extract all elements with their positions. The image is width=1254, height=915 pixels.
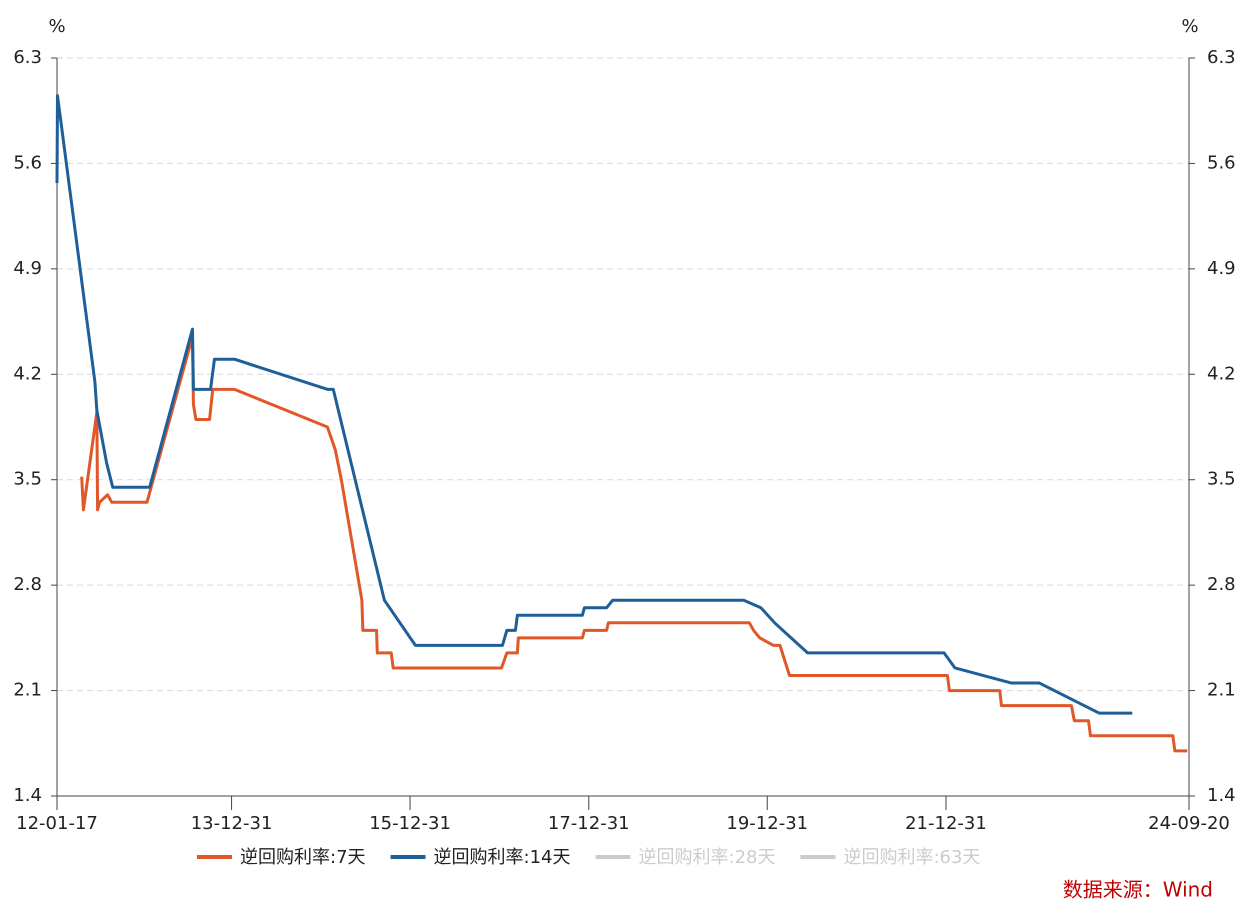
x-tick-label: 13-12-31 — [191, 813, 273, 834]
x-tick-label: 17-12-31 — [548, 813, 630, 834]
y2-tick-label: 4.9 — [1207, 258, 1236, 279]
legend-label: 逆回购利率:28天 — [639, 847, 776, 868]
y-tick-label: 4.2 — [13, 363, 42, 384]
y2-tick-label: 5.6 — [1207, 152, 1236, 173]
x-tick-label: 24-09-20 — [1148, 813, 1230, 834]
y2-tick-label: 2.1 — [1207, 680, 1236, 701]
y-tick-label: 5.6 — [13, 152, 42, 173]
source: 数据来源：Wind — [1063, 878, 1213, 902]
x-tick-label: 12-01-17 — [16, 813, 98, 834]
legend-label: 逆回购利率:7天 — [240, 847, 366, 868]
x-tick-label: 15-12-31 — [369, 813, 451, 834]
y-tick-label: 3.5 — [13, 469, 42, 490]
series-line — [55, 94, 1133, 715]
y2-tick-label: 4.2 — [1207, 363, 1236, 384]
y-tick-label: 2.8 — [13, 574, 42, 595]
y2-tick-label: 1.4 — [1207, 785, 1236, 806]
series-line — [80, 335, 1188, 753]
y2-unit: % — [1181, 16, 1198, 37]
y2-tick-label: 6.3 — [1207, 47, 1236, 68]
y-tick-label: 1.4 — [13, 785, 42, 806]
y-tick-label: 4.9 — [13, 258, 42, 279]
legend-label: 逆回购利率:63天 — [843, 847, 980, 868]
y-tick-label: 6.3 — [13, 47, 42, 68]
x-tick-label: 19-12-31 — [726, 813, 808, 834]
y-unit: % — [48, 16, 65, 37]
x-tick-label: 21-12-31 — [905, 813, 987, 834]
y-tick-label: 2.1 — [13, 680, 42, 701]
y2-tick-label: 3.5 — [1207, 469, 1236, 490]
legend-label: 逆回购利率:14天 — [434, 847, 571, 868]
y2-tick-label: 2.8 — [1207, 574, 1236, 595]
